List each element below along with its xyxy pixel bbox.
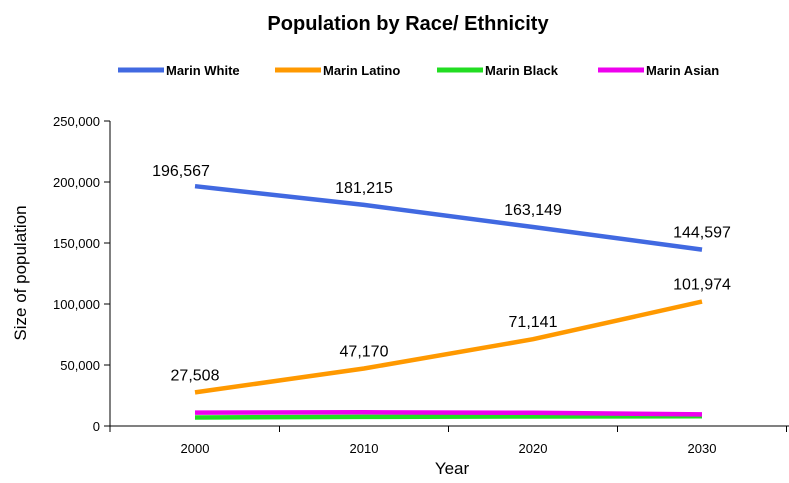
series-line-marin-black (194, 413, 703, 420)
y-tick-label: 100,000 (53, 297, 100, 312)
x-axis: 2000 2010 2020 2030 (109, 425, 789, 456)
data-label: 144,597 (673, 225, 731, 242)
data-label: 71,141 (509, 314, 558, 331)
legend-label: Marin Black (485, 63, 559, 78)
y-tick-label: 150,000 (53, 236, 100, 251)
data-label: 181,215 (335, 180, 393, 197)
series-line-marin-white (194, 183, 703, 252)
series-line-marin-asian (194, 410, 703, 417)
legend-label: Marin White (166, 63, 240, 78)
x-axis-title: Year (435, 459, 470, 478)
series-lines (194, 183, 703, 420)
y-tick-label: 0 (93, 419, 100, 434)
y-tick-label: 250,000 (53, 114, 100, 129)
data-label: 47,170 (340, 343, 389, 360)
data-labels: 196,567 181,215 163,149 144,597 27,508 47,170… (152, 163, 731, 384)
data-label: 163,149 (504, 202, 562, 219)
series-line-marin-latino (194, 299, 703, 395)
y-tick-label: 50,000 (60, 358, 100, 373)
y-axis: 0 50,000 100,000 150,000 200,000 250,000 (53, 114, 111, 434)
y-axis-title: Size of population (11, 205, 30, 340)
data-label: 196,567 (152, 163, 210, 180)
x-tick-label: 2000 (181, 441, 210, 456)
data-label: 101,974 (673, 277, 731, 294)
x-tick-label: 2020 (519, 441, 548, 456)
legend: Marin White Marin Latino Marin Black Marin … (118, 63, 719, 78)
x-tick-label: 2010 (350, 441, 379, 456)
chart-title: Population by Race/ Ethnicity (267, 13, 549, 35)
legend-label: Marin Latino (323, 63, 400, 78)
x-tick-label: 2030 (688, 441, 717, 456)
legend-label: Marin Asian (646, 63, 719, 78)
data-label: 27,508 (171, 367, 220, 384)
y-tick-label: 200,000 (53, 175, 100, 190)
